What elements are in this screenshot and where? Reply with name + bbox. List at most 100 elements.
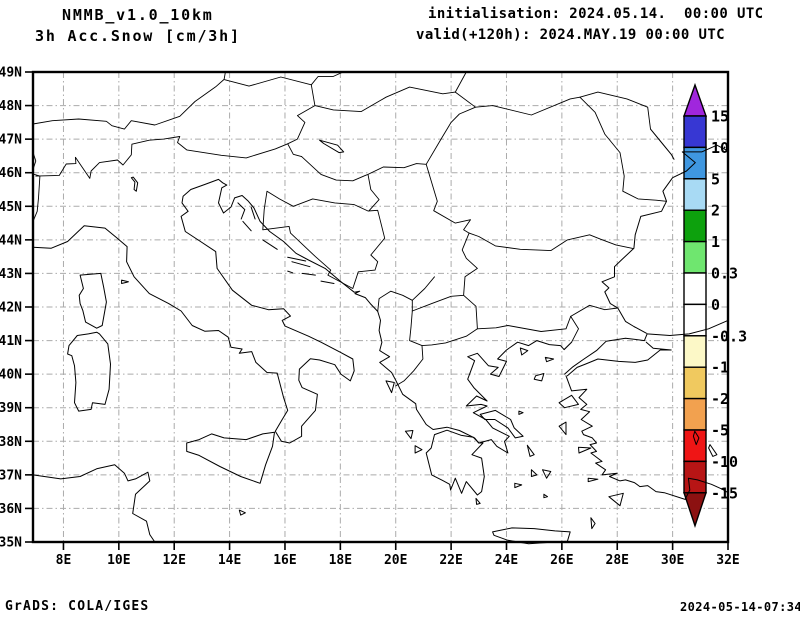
lat-tick-label: 48N	[0, 99, 22, 114]
coastline	[121, 279, 129, 284]
product-title: 3h Acc.Snow [cm/3h]	[35, 27, 241, 45]
country-border	[35, 136, 303, 179]
coastline	[404, 430, 414, 440]
colorbar-tick-label: 2	[711, 202, 720, 220]
coastline	[465, 340, 573, 454]
coastline	[242, 220, 252, 232]
grads-attribution: GrADS: COLA/IGES	[5, 599, 150, 614]
colorbar-segment	[683, 397, 707, 431]
colorbar-tick-label: -5	[711, 422, 729, 440]
country-border	[287, 84, 316, 145]
lat-tick-label: 40N	[0, 368, 22, 383]
coastline	[558, 394, 579, 409]
colorbar-tick-label: 15	[711, 108, 729, 126]
country-border	[421, 315, 572, 347]
colorbar-segment	[683, 460, 707, 494]
lon-tick-label: 28E	[606, 553, 629, 568]
colorbar-tick-label: 0.3	[711, 265, 738, 283]
country-border	[395, 310, 424, 387]
coastline	[566, 341, 672, 377]
coastline	[590, 517, 596, 530]
coastline	[414, 445, 423, 454]
country-border	[411, 276, 435, 301]
colorbar-arrow-bottom	[683, 492, 707, 529]
coastline	[608, 492, 624, 507]
coastline	[32, 178, 480, 444]
lon-tick-label: 16E	[273, 553, 296, 568]
coastline	[250, 206, 256, 220]
lat-tick-label: 49N	[0, 66, 22, 81]
lat-tick-label: 36N	[0, 502, 22, 517]
lat-tick-label: 41N	[0, 334, 22, 349]
coastline	[287, 270, 294, 274]
colorbar-segment	[683, 303, 707, 337]
lat-tick-label: 38N	[0, 435, 22, 450]
lat-tick-label: 35N	[0, 536, 22, 551]
coastline	[479, 409, 524, 439]
coastline	[544, 356, 555, 363]
country-border	[463, 294, 478, 330]
coastline	[287, 256, 307, 262]
coastline	[130, 176, 139, 192]
coastline	[518, 410, 524, 415]
coastline	[475, 497, 481, 505]
coastline	[542, 469, 552, 479]
country-border	[454, 71, 467, 93]
lat-tick-label: 37N	[0, 468, 22, 483]
country-border	[224, 71, 344, 87]
country-border	[454, 91, 667, 202]
country-border	[579, 91, 651, 130]
country-border	[32, 173, 41, 222]
lon-tick-label: 12E	[162, 553, 185, 568]
country-border	[570, 304, 619, 317]
creation-timestamp: 2024-05-14-07:34	[680, 600, 800, 614]
coastline	[519, 347, 529, 356]
colorbar-tick-label: -10	[711, 453, 738, 471]
lon-tick-label: 10E	[107, 553, 130, 568]
lon-tick-label: 14E	[218, 553, 241, 568]
lat-tick-label: 42N	[0, 301, 22, 316]
colorbar-segment	[683, 115, 707, 149]
lat-tick-label: 47N	[0, 133, 22, 148]
lon-tick-label: 26E	[550, 553, 573, 568]
country-border	[32, 71, 226, 130]
model-title: NMMB_v1.0_10km	[62, 6, 214, 24]
country-border	[262, 190, 386, 289]
colorbar-segment	[683, 272, 707, 306]
coastline	[558, 421, 567, 436]
coastline	[385, 380, 395, 394]
country-border	[377, 290, 413, 312]
coastline	[32, 464, 156, 543]
colorbar-segment	[683, 240, 707, 274]
coastline	[587, 477, 599, 483]
colorbar-segment	[683, 178, 707, 211]
colorbar-segment	[683, 366, 707, 400]
coastline	[237, 202, 246, 220]
colorbar-segment	[683, 429, 707, 463]
lon-tick-label: 32E	[716, 553, 739, 568]
colorbar-tick-label: -2	[711, 390, 729, 408]
colorbar-arrow-top	[683, 82, 707, 117]
colorbar-segment	[683, 209, 707, 243]
lon-tick-label: 30E	[661, 553, 684, 568]
colorbar-tick-label: -1	[711, 359, 729, 377]
colorbar-tick-label: 5	[711, 170, 720, 188]
coastline	[564, 333, 648, 375]
colorbar-segment	[683, 335, 707, 368]
coastline	[543, 493, 548, 499]
valid-line: valid(+120h): 2024.MAY.19 00:00 UTC	[416, 27, 726, 43]
lat-tick-label: 43N	[0, 267, 22, 282]
country-border	[367, 173, 380, 211]
coastline	[78, 272, 107, 329]
coastline	[262, 239, 278, 250]
lat-tick-label: 39N	[0, 401, 22, 416]
coastline	[425, 429, 485, 496]
coastline	[565, 375, 729, 500]
coastline	[238, 509, 246, 516]
coastline	[320, 280, 335, 284]
coastline	[526, 444, 535, 457]
colorbar-tick-label: -15	[711, 484, 738, 502]
lon-tick-label: 24E	[495, 553, 518, 568]
